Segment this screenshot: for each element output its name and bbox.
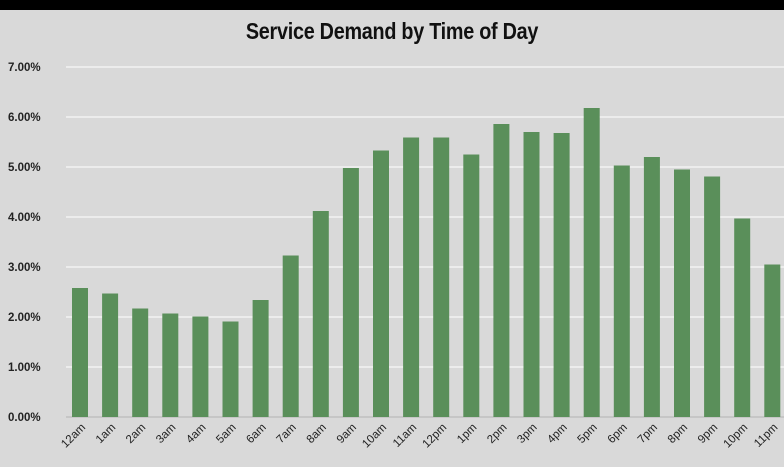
x-tick-label: 2am [124, 422, 148, 446]
bar-2am [132, 308, 149, 417]
bar-1pm [463, 154, 480, 417]
y-tick-label: 0.00% [8, 412, 41, 424]
bar-6pm [613, 165, 630, 417]
bar-11am [403, 137, 420, 417]
y-tick-label: 3.00% [8, 262, 41, 274]
x-tick-label: 8pm [666, 422, 690, 446]
x-tick-label: 12pm [420, 422, 449, 451]
bar-7am [282, 255, 299, 417]
x-tick-label: 10pm [721, 422, 750, 451]
x-tick-label: 11am [391, 422, 419, 450]
bar-10am [373, 150, 389, 417]
x-tick-label: 6am [244, 422, 268, 446]
x-tick-label: 12am [59, 422, 88, 451]
bar-3pm [523, 132, 540, 417]
bar-1am [102, 293, 119, 417]
bar-5am [222, 321, 239, 417]
x-tick-label: 9am [335, 422, 359, 446]
bar-12pm [433, 137, 450, 417]
bar-5pm [583, 108, 600, 417]
bar-7pm [643, 157, 660, 417]
x-tick-label: 7pm [636, 422, 660, 446]
bar-9pm [704, 176, 721, 417]
x-tick-label: 1pm [455, 422, 479, 446]
bar-12am [72, 288, 88, 417]
x-tick-label: 5am [214, 422, 238, 446]
x-tick-label: 5pm [576, 422, 600, 446]
bar-2pm [493, 124, 510, 417]
x-tick-label: 10am [360, 422, 389, 451]
x-tick-label: 1am [94, 422, 118, 446]
bar-4pm [553, 133, 570, 417]
x-tick-label: 4pm [545, 422, 569, 446]
bar-11pm [764, 264, 781, 417]
bar-4am [192, 316, 209, 417]
y-tick-label: 1.00% [8, 362, 41, 374]
bar-3am [162, 313, 179, 417]
bar-10pm [734, 218, 751, 417]
y-tick-label: 6.00% [8, 112, 41, 124]
bar-8am [312, 211, 329, 417]
x-tick-label: 3pm [515, 422, 539, 446]
bar-8pm [674, 169, 690, 417]
bar-9am [342, 168, 359, 417]
chart-title: Service Demand by Time of Day [245, 18, 539, 44]
y-tick-label: 2.00% [8, 312, 41, 324]
bar-6am [252, 300, 269, 417]
x-tick-label: 7am [275, 422, 299, 446]
x-tick-label: 8am [305, 422, 329, 446]
x-tick-label: 6pm [606, 422, 630, 446]
x-tick-label: 3am [154, 422, 178, 446]
y-tick-label: 5.00% [8, 162, 41, 174]
x-tick-label: 2pm [485, 422, 509, 446]
y-tick-label: 4.00% [8, 212, 41, 224]
x-tick-label: 9pm [696, 422, 720, 446]
x-tick-label: 11pm [752, 422, 780, 450]
y-tick-label: 7.00% [8, 62, 41, 74]
x-tick-label: 4am [184, 422, 208, 446]
